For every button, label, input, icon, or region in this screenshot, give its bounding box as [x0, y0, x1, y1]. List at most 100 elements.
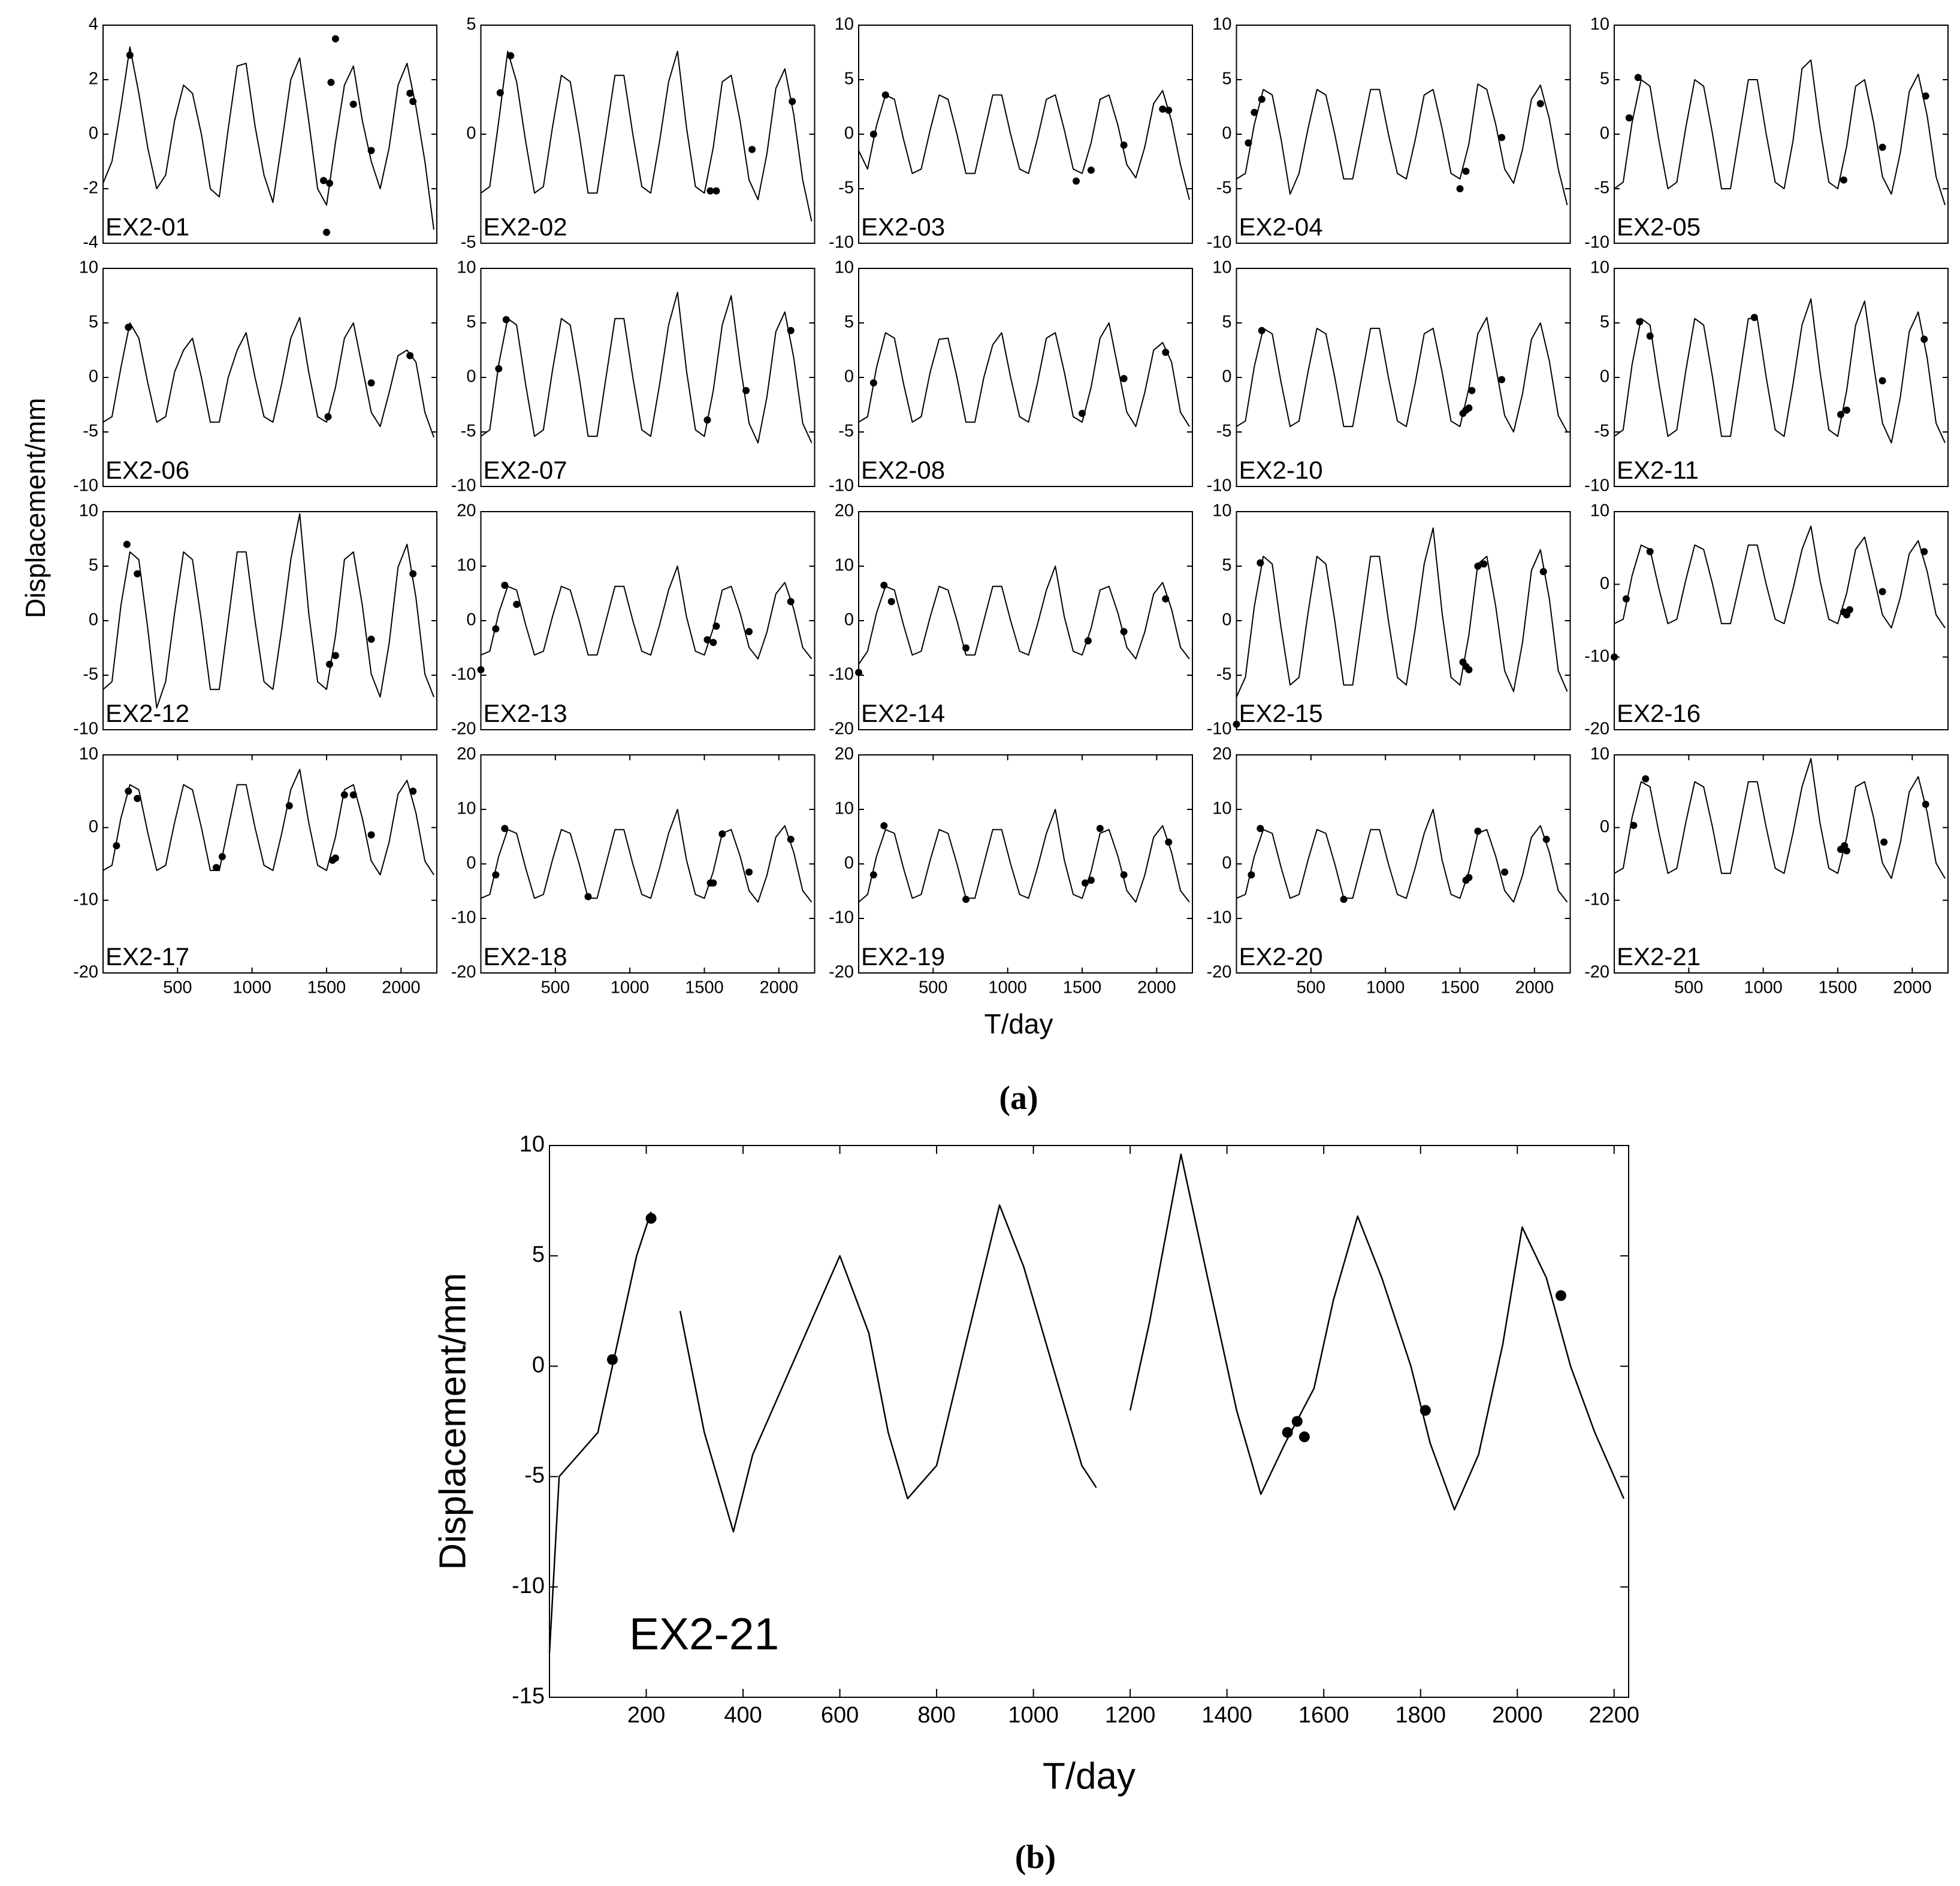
- marker: [1165, 106, 1173, 114]
- marker: [869, 871, 877, 879]
- y-tick-label: -10: [1584, 890, 1609, 909]
- axes-frame: [858, 511, 1193, 730]
- y-tick-label: 10: [457, 258, 476, 277]
- marker: [125, 787, 132, 795]
- marker: [367, 831, 375, 839]
- panel-label: EX2-04: [1239, 213, 1323, 241]
- y-tick-label: -10: [1584, 233, 1609, 252]
- marker: [513, 600, 521, 608]
- y-tick-label: 10: [520, 1132, 545, 1157]
- marker: [1642, 775, 1650, 783]
- x-tick-label: 2000: [1515, 978, 1554, 998]
- x-tick-label: 2200: [1588, 1703, 1639, 1728]
- marker: [1282, 1426, 1293, 1438]
- marker: [1879, 588, 1886, 596]
- data-line: [1614, 59, 1946, 205]
- y-tick-label: -5: [524, 1463, 545, 1488]
- data-line: [1614, 525, 1946, 629]
- marker: [1251, 108, 1258, 116]
- y-tick-label: 10: [1590, 501, 1609, 521]
- panel-label: EX2-05: [1617, 213, 1701, 241]
- y-tick-label: 10: [457, 799, 476, 818]
- y-tick-label: -5: [1216, 422, 1232, 441]
- x-tick-label: 1000: [988, 978, 1027, 998]
- marker: [787, 327, 795, 334]
- y-tick-label: -4: [83, 233, 98, 252]
- marker: [409, 570, 417, 578]
- x-tick-label: 1000: [1744, 978, 1783, 998]
- x-tick-label: 1000: [611, 978, 650, 998]
- marker: [712, 622, 720, 630]
- marker: [212, 864, 220, 872]
- y-tick-label: 10: [1212, 501, 1231, 521]
- y-tick-label: 0: [844, 854, 854, 873]
- x-tick-label: 2000: [1893, 978, 1932, 998]
- y-tick-label: 0: [89, 367, 98, 386]
- caption: (b): [1015, 1839, 1056, 1876]
- x-tick-label: 1000: [1008, 1703, 1059, 1728]
- y-tick-label: -10: [829, 233, 854, 252]
- marker: [1622, 595, 1630, 603]
- marker: [742, 386, 750, 394]
- y-tick-label: -20: [451, 720, 476, 739]
- marker: [1258, 95, 1266, 103]
- marker: [409, 787, 417, 795]
- y-tick-label: 4: [89, 15, 98, 34]
- marker: [962, 896, 970, 903]
- y-tick-label: -10: [512, 1573, 545, 1598]
- axes-frame: [102, 25, 437, 244]
- y-tick-label: 0: [1600, 367, 1609, 386]
- y-tick-label: 5: [1222, 69, 1231, 89]
- y-tick-label: 0: [1222, 854, 1231, 873]
- marker: [1843, 847, 1850, 855]
- marker: [409, 98, 417, 105]
- axes-frame: [480, 511, 816, 730]
- y-tick-label: -20: [1207, 963, 1232, 982]
- marker: [1474, 563, 1482, 570]
- y-tick-label: -5: [1594, 422, 1609, 441]
- y-tick-label: -10: [829, 908, 854, 927]
- marker: [320, 177, 328, 185]
- marker: [1087, 167, 1095, 174]
- marker: [496, 89, 504, 96]
- panel-label: EX2-21: [629, 1609, 779, 1659]
- marker: [1922, 92, 1929, 100]
- marker: [709, 639, 717, 646]
- marker: [1084, 637, 1092, 645]
- y-tick-label: -5: [838, 179, 854, 198]
- x-tick-label: 2000: [1137, 978, 1176, 998]
- marker: [855, 669, 862, 676]
- y-tick-label: -20: [1584, 963, 1609, 982]
- marker: [1879, 143, 1886, 151]
- data-line: [858, 322, 1190, 427]
- marker: [887, 598, 895, 606]
- marker: [406, 89, 414, 97]
- marker: [126, 52, 134, 59]
- marker: [1646, 332, 1654, 340]
- y-tick-label: 5: [844, 313, 854, 332]
- marker: [1258, 327, 1266, 334]
- marker: [1073, 177, 1080, 185]
- y-tick-label: 5: [466, 15, 476, 34]
- marker: [1920, 336, 1928, 343]
- y-tick-label: -10: [1207, 908, 1232, 927]
- panel-label: EX2-15: [1239, 699, 1323, 727]
- y-tick-label: 0: [1222, 367, 1231, 386]
- panel-label: EX2-08: [861, 456, 945, 484]
- y-tick-label: 5: [466, 313, 476, 332]
- marker: [1465, 404, 1473, 412]
- data-line: [1236, 809, 1568, 903]
- marker: [718, 830, 726, 838]
- axes-frame: [549, 1145, 1629, 1698]
- y-tick-label: 10: [1212, 258, 1231, 277]
- marker: [1468, 386, 1476, 394]
- data-line: [102, 769, 434, 876]
- marker: [501, 581, 509, 589]
- y-tick-label: 10: [1590, 258, 1609, 277]
- panel-label: EX2-19: [861, 942, 945, 971]
- axes-frame: [1614, 754, 1949, 974]
- y-tick-label: -10: [451, 908, 476, 927]
- marker: [1465, 666, 1473, 673]
- x-tick-label: 2000: [382, 978, 421, 998]
- marker: [113, 842, 120, 850]
